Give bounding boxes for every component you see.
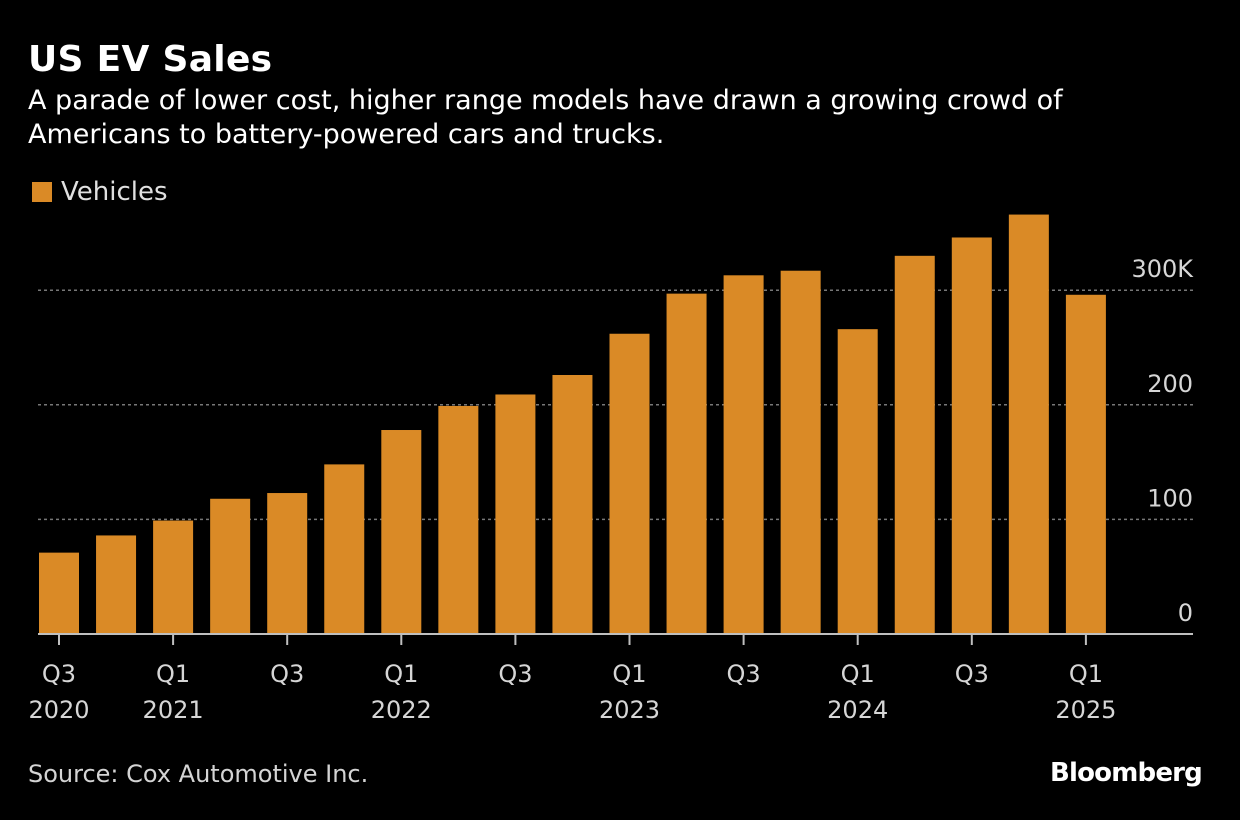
x-tick-year-label: 2024 xyxy=(827,696,888,724)
x-tick-label: Q3 xyxy=(727,660,761,688)
x-tick-year-label: 2021 xyxy=(143,696,204,724)
bar xyxy=(1065,294,1106,634)
bar xyxy=(438,405,479,634)
y-tick-label: 100 xyxy=(1147,484,1193,512)
x-tick-label: Q3 xyxy=(42,660,76,688)
bar xyxy=(267,493,308,634)
x-tick-year-label: 2020 xyxy=(28,696,89,724)
x-tick-label: Q1 xyxy=(1069,660,1103,688)
bar xyxy=(324,464,365,634)
x-tick-label: Q1 xyxy=(156,660,190,688)
bar xyxy=(381,430,422,634)
x-tick-label: Q3 xyxy=(270,660,304,688)
bar xyxy=(552,375,593,634)
legend-swatch xyxy=(32,182,52,202)
bar xyxy=(495,394,536,634)
bar xyxy=(1008,214,1049,634)
bar xyxy=(951,237,992,634)
bar xyxy=(837,329,878,634)
x-tick-year-label: 2022 xyxy=(371,696,432,724)
chart-subtitle: A parade of lower cost, higher range mod… xyxy=(28,85,1063,150)
bar xyxy=(723,275,764,634)
x-tick-year-label: 2025 xyxy=(1055,696,1116,724)
bar xyxy=(609,333,650,634)
y-tick-label: 0 xyxy=(1178,599,1193,627)
legend: Vehicles xyxy=(32,175,168,209)
bloomberg-logo: Bloomberg xyxy=(1049,758,1203,788)
x-tick-label: Q1 xyxy=(384,660,418,688)
chart-title: US EV Sales xyxy=(28,39,273,80)
bar xyxy=(780,270,821,634)
bar xyxy=(210,498,251,634)
bar xyxy=(894,255,935,634)
y-tick-label: 200 xyxy=(1147,370,1193,398)
x-tick-label: Q1 xyxy=(841,660,875,688)
bar xyxy=(39,552,79,634)
x-tick-year-label: 2023 xyxy=(599,696,660,724)
bar xyxy=(153,520,194,634)
x-tick-label: Q3 xyxy=(955,660,989,688)
x-tick-label: Q3 xyxy=(498,660,532,688)
source-note: Source: Cox Automotive Inc. xyxy=(28,760,369,788)
x-tick-label: Q1 xyxy=(612,660,646,688)
bar xyxy=(666,293,707,634)
y-tick-label: 300K xyxy=(1131,255,1194,283)
legend-label: Vehicles xyxy=(61,177,168,207)
bar xyxy=(96,535,137,634)
